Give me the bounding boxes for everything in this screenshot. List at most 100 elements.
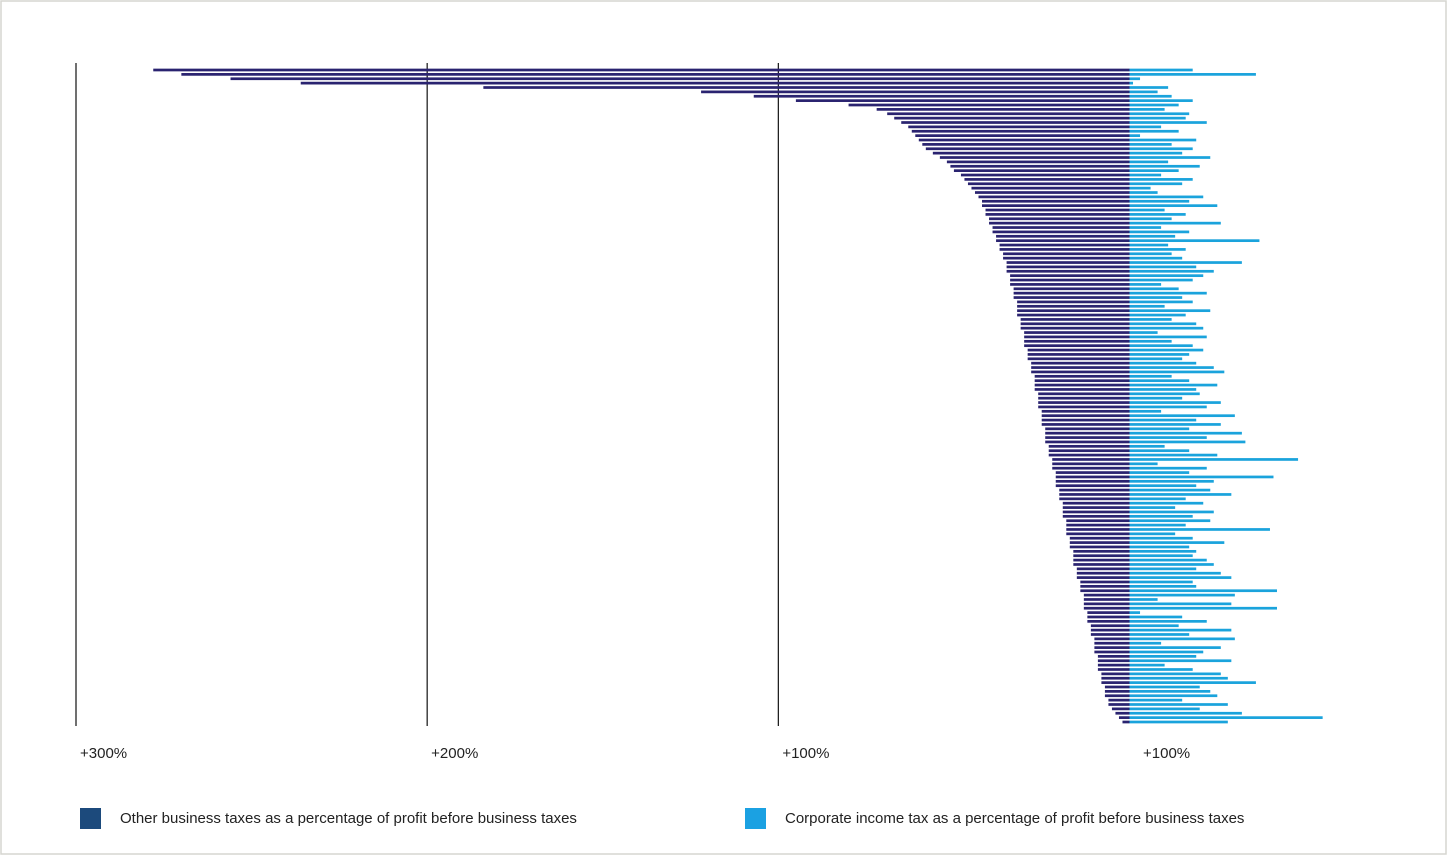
bar-left	[1045, 431, 1130, 435]
bar-left	[1104, 694, 1130, 698]
bar-left	[1108, 703, 1130, 706]
bar-left	[1059, 488, 1130, 492]
bar-left	[1101, 676, 1130, 680]
bar-right	[1129, 300, 1193, 304]
bar-left	[1010, 274, 1130, 278]
bar-left	[1003, 256, 1130, 260]
bar-left	[1094, 646, 1130, 649]
bar-left	[901, 121, 1130, 124]
bar-right	[1129, 462, 1158, 466]
bar-left	[795, 99, 1130, 102]
bar-right	[1129, 602, 1232, 606]
bar-right	[1129, 94, 1172, 98]
bar-left	[1034, 388, 1130, 391]
bar-left	[989, 221, 1130, 225]
bar-right	[1129, 116, 1186, 120]
bar-right	[1129, 716, 1323, 719]
bar-left	[1041, 418, 1130, 422]
bar-left	[153, 68, 1130, 72]
bar-right	[1129, 444, 1165, 448]
bar-left	[1062, 514, 1130, 518]
bar-right	[1129, 690, 1211, 693]
bar-left	[946, 160, 1130, 164]
bar-left	[1041, 414, 1130, 418]
bar-right	[1129, 147, 1193, 151]
bar-left	[1066, 523, 1130, 527]
bar-left	[1090, 633, 1130, 636]
bar-left	[1013, 291, 1130, 295]
bar-right	[1129, 510, 1214, 514]
bar-left	[1118, 716, 1130, 719]
bar-left	[1034, 379, 1130, 383]
bar-right	[1129, 615, 1183, 619]
bar-right	[1129, 479, 1214, 483]
bar-right	[1129, 475, 1274, 479]
bar-left	[960, 173, 1130, 177]
bar-right	[1129, 121, 1207, 124]
bar-right	[1129, 309, 1211, 313]
bar-left	[992, 230, 1130, 234]
bar-right	[1129, 549, 1197, 553]
bar-right	[1129, 589, 1277, 593]
bar-left	[701, 90, 1130, 94]
bar-right	[1129, 506, 1176, 509]
bar-left	[876, 108, 1130, 111]
bar-left	[1080, 584, 1130, 588]
bar-right	[1129, 488, 1211, 492]
bar-left	[1101, 681, 1130, 684]
bar-right	[1129, 681, 1256, 684]
bar-left	[1017, 304, 1130, 308]
x-tick-label: +100%	[782, 745, 829, 762]
bar-left	[1059, 497, 1130, 501]
legend-label: Other business taxes as a percentage of …	[120, 810, 577, 827]
bar-right	[1129, 471, 1190, 474]
bar-left	[1017, 300, 1130, 304]
legend-swatch	[80, 808, 101, 829]
bar-right	[1129, 563, 1214, 566]
bar-left	[908, 125, 1130, 129]
bar-left	[1066, 528, 1130, 531]
bar-left	[1090, 628, 1130, 632]
bar-left	[982, 204, 1130, 208]
bar-left	[1027, 353, 1130, 356]
bar-right	[1129, 392, 1200, 396]
bar-left	[1097, 659, 1130, 663]
bar-left	[1048, 449, 1130, 453]
bar-right	[1129, 418, 1197, 422]
bar-left	[1080, 580, 1130, 584]
bar-right	[1129, 611, 1141, 614]
bar-right	[1129, 208, 1165, 212]
bar-left	[1038, 392, 1130, 396]
bar-left	[1041, 423, 1130, 426]
bar-right	[1129, 195, 1204, 199]
bar-right	[1129, 326, 1204, 330]
bar-left	[1094, 637, 1130, 641]
bar-left	[1066, 519, 1130, 523]
bar-left	[894, 116, 1130, 120]
bar-right	[1129, 659, 1232, 663]
bar-right	[1129, 396, 1183, 400]
bar-left	[985, 208, 1130, 212]
bar-right	[1129, 274, 1204, 278]
bar-right	[1129, 99, 1193, 102]
bar-left	[1024, 339, 1130, 343]
bar-left	[1031, 361, 1130, 365]
bar-right	[1129, 663, 1165, 667]
bar-right	[1129, 694, 1218, 698]
bar-right	[1129, 357, 1183, 361]
bar-left	[181, 73, 1130, 76]
bar-right	[1129, 633, 1190, 636]
bar-left	[1062, 506, 1130, 509]
bar-left	[1052, 458, 1130, 461]
bar-right	[1129, 405, 1207, 409]
bar-left	[1038, 396, 1130, 400]
bar-left	[950, 164, 1130, 168]
bar-left	[1052, 466, 1130, 470]
bar-right	[1129, 138, 1197, 142]
bar-right	[1129, 383, 1218, 387]
bar-right	[1129, 650, 1204, 654]
bar-right	[1129, 261, 1242, 264]
bar-left	[1073, 558, 1130, 562]
bar-left	[1020, 322, 1130, 326]
